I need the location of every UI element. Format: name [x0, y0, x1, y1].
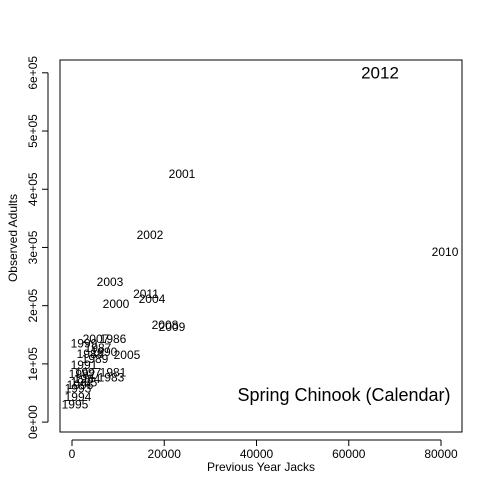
point-label: 2002 — [137, 228, 164, 242]
point-label: 1992 — [69, 367, 96, 381]
y-tick-label: 4e+05 — [26, 172, 40, 206]
point-label: 2009 — [159, 320, 186, 334]
point-label: 1995 — [62, 397, 89, 411]
y-tick-label: 1e+05 — [26, 347, 40, 381]
y-tick-label: 6e+05 — [26, 56, 40, 90]
x-tick-label: 60000 — [332, 447, 366, 461]
y-tick-label: 5e+05 — [26, 114, 40, 148]
point-label: 1983 — [98, 370, 125, 384]
point-label: 1988 — [77, 347, 104, 361]
point-label: 1989 — [82, 352, 109, 366]
point-label: 2010 — [432, 245, 459, 259]
point-label: 2004 — [139, 292, 166, 306]
x-tick-label: 0 — [69, 447, 76, 461]
y-axis-label: Observed Adults — [6, 194, 20, 282]
point-label: 1990 — [91, 345, 118, 359]
chart-title: 2012 — [361, 63, 399, 82]
point-label: 2005 — [114, 348, 141, 362]
x-axis-label: Previous Year Jacks — [207, 460, 315, 474]
y-tick-label: 3e+05 — [26, 230, 40, 264]
point-label: 2001 — [169, 167, 196, 181]
point-label: 2000 — [103, 297, 130, 311]
point-label: 1986 — [100, 332, 127, 346]
annotation: Spring Chinook (Calendar) — [237, 385, 450, 405]
y-tick-label: 0e+00 — [26, 405, 40, 439]
point-label: 2008 — [152, 318, 179, 332]
point-label: 1987 — [85, 341, 112, 355]
x-tick-label: 40000 — [240, 447, 274, 461]
point-label: 2011 — [133, 287, 159, 301]
point-label: 1985 — [71, 375, 98, 389]
plot-box — [59, 59, 463, 433]
point-label: 1991 — [71, 358, 98, 372]
point-label: 1999 — [71, 336, 98, 350]
point-label: 2007 — [83, 332, 110, 346]
point-label: 1984 — [74, 372, 101, 386]
point-label: 2003 — [97, 275, 124, 289]
point-label: 1994 — [65, 390, 92, 404]
x-tick-label: 20000 — [148, 447, 182, 461]
point-label: 1993 — [65, 381, 92, 395]
point-label: 1996 — [67, 378, 94, 392]
point-label: 1981 — [100, 365, 127, 379]
x-tick-label: 80000 — [424, 447, 458, 461]
y-tick-label: 2e+05 — [26, 288, 40, 322]
point-label: 1997 — [75, 365, 102, 379]
